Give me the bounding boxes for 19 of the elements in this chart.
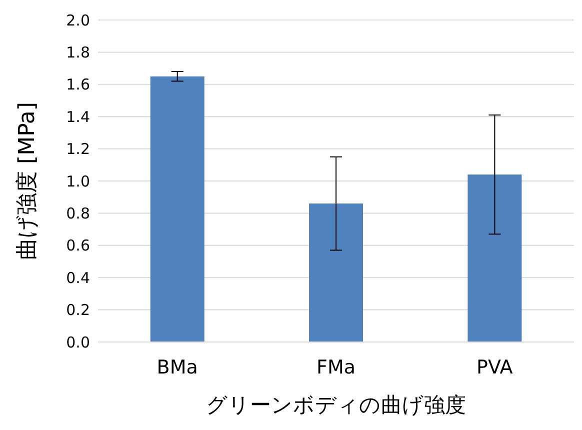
y-tick-label: 0.4 — [66, 268, 90, 287]
y-tick-label: 0.8 — [66, 204, 90, 223]
y-tick-label: 1.0 — [66, 172, 90, 190]
y-tick-label: 0.2 — [66, 301, 90, 320]
x-tick-label: PVA — [476, 356, 513, 378]
y-tick-label: 1.8 — [66, 44, 90, 62]
x-tick-label: FMa — [316, 356, 356, 378]
y-tick-label: 0.0 — [66, 333, 90, 352]
x-axis-title: グリーンボディの曲げ強度 — [206, 393, 466, 417]
y-axis-title: 曲げ強度 [MPa] — [14, 102, 40, 260]
bar — [309, 204, 364, 342]
y-tick-label: 1.2 — [66, 140, 90, 158]
y-tick-label: 1.6 — [66, 76, 90, 94]
y-tick-label: 1.4 — [66, 108, 90, 126]
y-tick-label: 2.0 — [66, 11, 90, 30]
x-tick-label: BMa — [156, 356, 198, 378]
bar — [468, 174, 522, 342]
bar — [150, 76, 204, 342]
y-tick-label: 0.6 — [66, 236, 90, 255]
